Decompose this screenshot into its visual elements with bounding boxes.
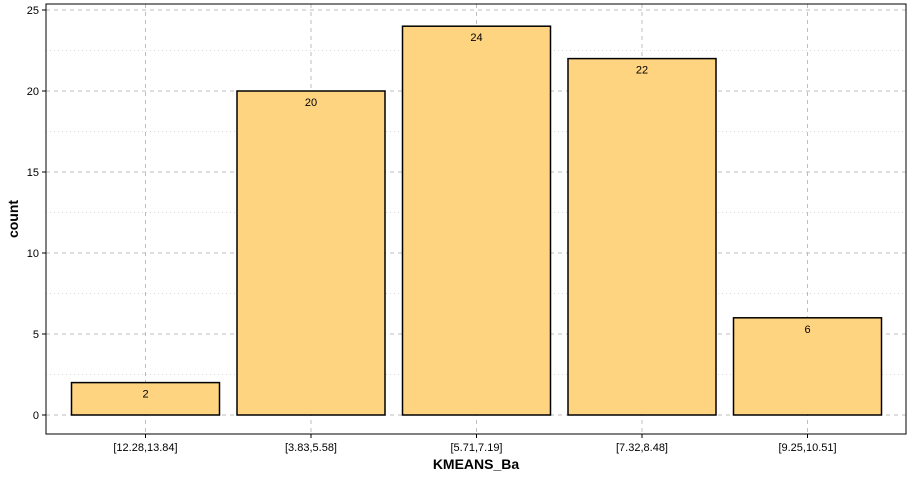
bar xyxy=(236,90,386,416)
bars xyxy=(70,25,883,416)
y-tick-label: 10 xyxy=(27,248,39,260)
y-axis-ticks: 0 5 10 15 20 25 xyxy=(27,5,46,422)
x-axis-ticks: [12.28,13.84] [3.83,5.58] [5.71,7.19] [7.32… xyxy=(113,434,837,454)
y-tick-label: 20 xyxy=(27,86,39,98)
y-tick-label: 15 xyxy=(27,167,39,179)
bar-value-label: 6 xyxy=(804,324,810,336)
y-axis-title: count xyxy=(5,200,21,238)
bar-value-label: 2 xyxy=(142,389,148,401)
y-tick-label: 25 xyxy=(27,5,39,17)
x-tick-label: [12.28,13.84] xyxy=(113,442,177,454)
y-tick-label: 0 xyxy=(33,410,39,422)
x-tick-label: [9.25,10.51] xyxy=(778,442,836,454)
x-tick-label: [5.71,7.19] xyxy=(451,442,503,454)
bar xyxy=(70,381,221,416)
bar xyxy=(567,57,717,416)
bar-value-label: 20 xyxy=(305,97,317,109)
y-tick-label: 5 xyxy=(33,329,39,341)
x-axis-title: KMEANS_Ba xyxy=(433,456,520,472)
bar-value-label: 22 xyxy=(636,65,648,77)
bar-value-label: 24 xyxy=(470,32,482,44)
bar xyxy=(732,317,883,416)
bar xyxy=(401,25,552,416)
x-tick-label: [3.83,5.58] xyxy=(285,442,337,454)
bar-value-labels: 2 20 24 22 6 xyxy=(142,32,810,400)
x-tick-label: [7.32,8.48] xyxy=(616,442,668,454)
